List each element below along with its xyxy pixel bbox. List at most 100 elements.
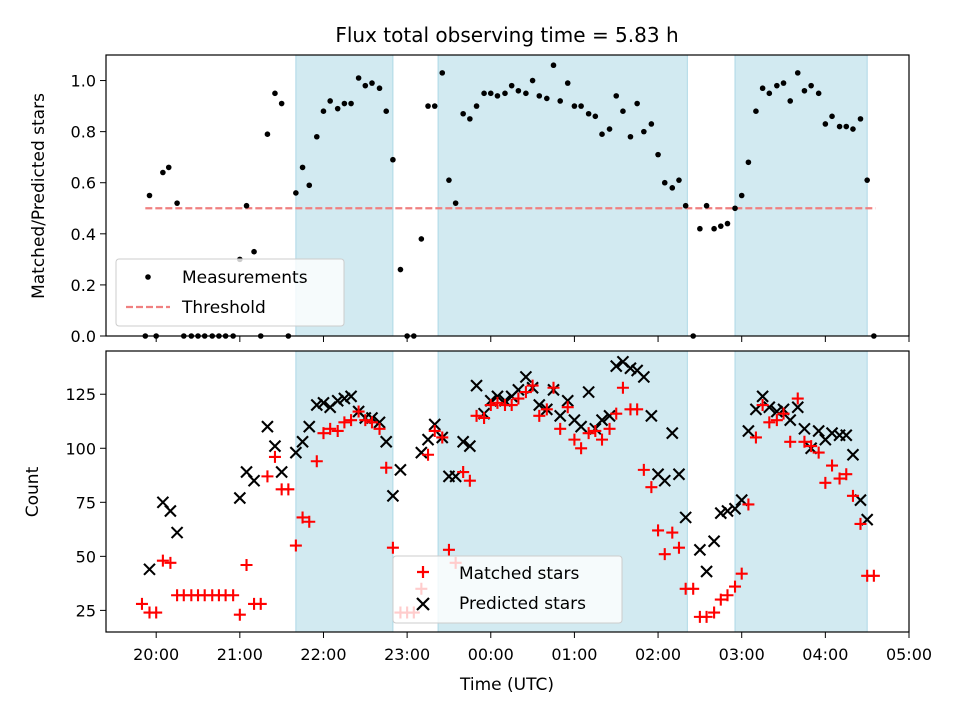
measurement-point bbox=[369, 80, 375, 86]
matched-star-point bbox=[365, 416, 378, 429]
predicted-star-point bbox=[421, 433, 435, 446]
matched-star-point bbox=[819, 476, 832, 489]
matched-star-point bbox=[135, 597, 148, 610]
measurement-point bbox=[467, 116, 473, 122]
measurement-point bbox=[418, 236, 425, 242]
matched-star-point bbox=[714, 593, 727, 606]
measurement-point bbox=[341, 100, 348, 107]
top-legend: Measurements Threshold bbox=[115, 258, 345, 327]
matched-star-point bbox=[833, 472, 846, 485]
predicted-star-point bbox=[603, 409, 616, 423]
matched-star-point bbox=[652, 524, 665, 537]
measurement-point bbox=[160, 169, 166, 176]
measurement-point bbox=[711, 225, 717, 232]
measurement-point bbox=[669, 185, 676, 191]
predicted-star-point bbox=[791, 400, 804, 414]
measurement-point bbox=[697, 225, 703, 232]
measurement-point bbox=[383, 108, 390, 114]
matched-star-point bbox=[575, 442, 588, 455]
measurement-point bbox=[306, 182, 313, 189]
matched-star-point bbox=[240, 558, 253, 571]
measurement-point bbox=[557, 98, 563, 104]
measurement-point bbox=[320, 108, 327, 114]
matched-star-point bbox=[268, 450, 281, 463]
matched-star-point bbox=[519, 386, 532, 399]
matched-star-point bbox=[457, 466, 470, 479]
predicted-star-point bbox=[798, 422, 811, 436]
measurement-point bbox=[717, 223, 724, 229]
matched-star-point bbox=[303, 515, 316, 528]
measurement-point bbox=[829, 113, 835, 120]
predicted-star-point bbox=[561, 394, 574, 407]
measurement-point bbox=[787, 98, 794, 104]
measurement-point bbox=[766, 90, 773, 97]
matched-star-point bbox=[784, 435, 797, 448]
predicted-star-point bbox=[840, 429, 853, 442]
matched-star-point bbox=[763, 416, 776, 429]
matched-star-point bbox=[616, 381, 629, 394]
matched-star-point bbox=[846, 489, 859, 502]
predicted-star-point bbox=[463, 439, 477, 453]
measurement-point bbox=[473, 103, 480, 109]
measurement-point bbox=[313, 133, 320, 140]
predicted-star-point bbox=[394, 463, 407, 477]
predicted-star-point bbox=[609, 359, 623, 373]
measurement-point bbox=[348, 100, 354, 107]
measurement-point bbox=[864, 177, 870, 183]
predicted-star-point bbox=[519, 370, 533, 384]
matched-star-point bbox=[227, 589, 240, 602]
legend-matched-label: Matched stars bbox=[459, 564, 579, 584]
matched-star-point bbox=[436, 431, 449, 444]
measurement-point bbox=[376, 85, 383, 92]
x-tick-label: 01:00 bbox=[551, 645, 597, 664]
measurement-point bbox=[724, 220, 731, 227]
matched-star-point bbox=[533, 409, 546, 422]
predicted-star-point bbox=[756, 390, 769, 403]
predicted-star-point bbox=[310, 398, 324, 412]
matched-star-point bbox=[672, 541, 685, 554]
chart-title: Flux total observing time = 5.83 h bbox=[335, 23, 678, 47]
matched-star-point bbox=[352, 405, 365, 418]
matched-star-point bbox=[547, 381, 560, 394]
measurement-point bbox=[146, 192, 153, 199]
top-y-tick-label: 0.2 bbox=[71, 276, 96, 295]
predicted-star-point bbox=[303, 420, 316, 433]
matched-star-point bbox=[798, 435, 811, 448]
matched-star-point bbox=[791, 392, 804, 405]
bottom-x-ticks: 20:00 21:00 22:00 23:00 00:00 01:00 02:00 03:00… bbox=[133, 632, 932, 664]
predicted-star-point bbox=[679, 511, 692, 524]
predicted-star-point bbox=[170, 526, 184, 539]
predicted-star-point bbox=[846, 448, 860, 461]
predicted-star-point bbox=[512, 383, 525, 397]
predicted-star-point bbox=[470, 379, 483, 392]
matched-star-point bbox=[840, 468, 853, 481]
matched-star-point bbox=[589, 424, 602, 437]
top-y-tick-label: 0.0 bbox=[71, 327, 96, 346]
legend-measurements-label: Measurements bbox=[182, 268, 308, 288]
top-shaded-interval-2 bbox=[734, 54, 868, 337]
legend-threshold-label: Threshold bbox=[181, 298, 266, 318]
predicted-star-point bbox=[770, 405, 784, 418]
measurement-point bbox=[836, 123, 843, 130]
measurement-point bbox=[165, 164, 172, 171]
matched-star-point bbox=[505, 399, 518, 412]
measurement-point bbox=[732, 205, 738, 212]
top-y-tick-label: 0.8 bbox=[71, 123, 96, 142]
legend-measurements-marker bbox=[145, 274, 151, 280]
measurement-point bbox=[515, 87, 522, 94]
matched-star-point bbox=[729, 580, 742, 593]
predicted-star-point bbox=[373, 416, 386, 429]
measurement-point bbox=[243, 202, 250, 209]
matched-star-point bbox=[331, 424, 344, 437]
measurement-point bbox=[592, 113, 599, 120]
top-y-tick-label: 0.6 bbox=[71, 174, 96, 193]
measurement-point bbox=[452, 200, 459, 206]
measurement-point bbox=[481, 90, 487, 97]
measurement-point bbox=[508, 82, 515, 89]
matched-star-point bbox=[442, 543, 455, 556]
bottom-shaded-interval-2 bbox=[734, 350, 868, 633]
measurement-point bbox=[745, 159, 752, 166]
top-y-tick-label: 0.4 bbox=[71, 225, 96, 244]
measurement-point bbox=[676, 177, 682, 183]
